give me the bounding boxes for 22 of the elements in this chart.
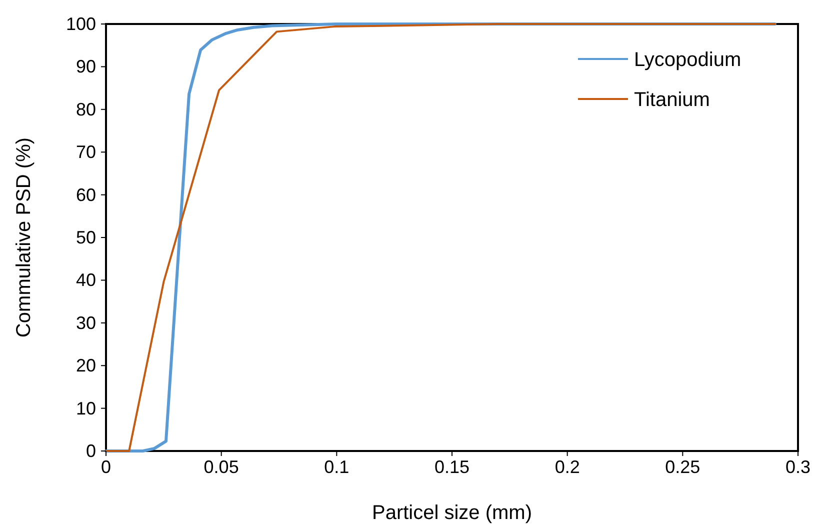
y-tick-label: 0 [86, 441, 96, 461]
legend-label: Lycopodium [634, 49, 742, 71]
y-tick-label: 60 [76, 184, 96, 205]
x-tick-label: 0 [100, 457, 112, 477]
legend-label: Titanium [634, 89, 710, 111]
x-tick-label: 0.2 [554, 457, 580, 477]
x-tick-label: 0.3 [785, 457, 811, 477]
y-tick-label: 30 [76, 312, 96, 333]
x-axis-title: Particel size (mm) [372, 502, 532, 524]
y-tick-label: 90 [76, 56, 96, 77]
y-tick-label: 40 [76, 270, 96, 290]
y-tick-label: 70 [76, 142, 96, 162]
x-tick-label: 0.15 [434, 457, 470, 477]
x-tick-label: 0.1 [324, 457, 350, 477]
y-tick-label: 10 [76, 398, 96, 418]
y-tick-label: 100 [66, 14, 96, 34]
y-axis-title: Commulative PSD (%) [13, 137, 35, 338]
x-tick-label: 0.05 [204, 457, 239, 477]
y-tick-label: 80 [76, 99, 96, 120]
x-tick-label: 0.25 [665, 457, 700, 477]
y-tick-label: 50 [76, 228, 96, 248]
y-tick-label: 20 [76, 356, 96, 376]
